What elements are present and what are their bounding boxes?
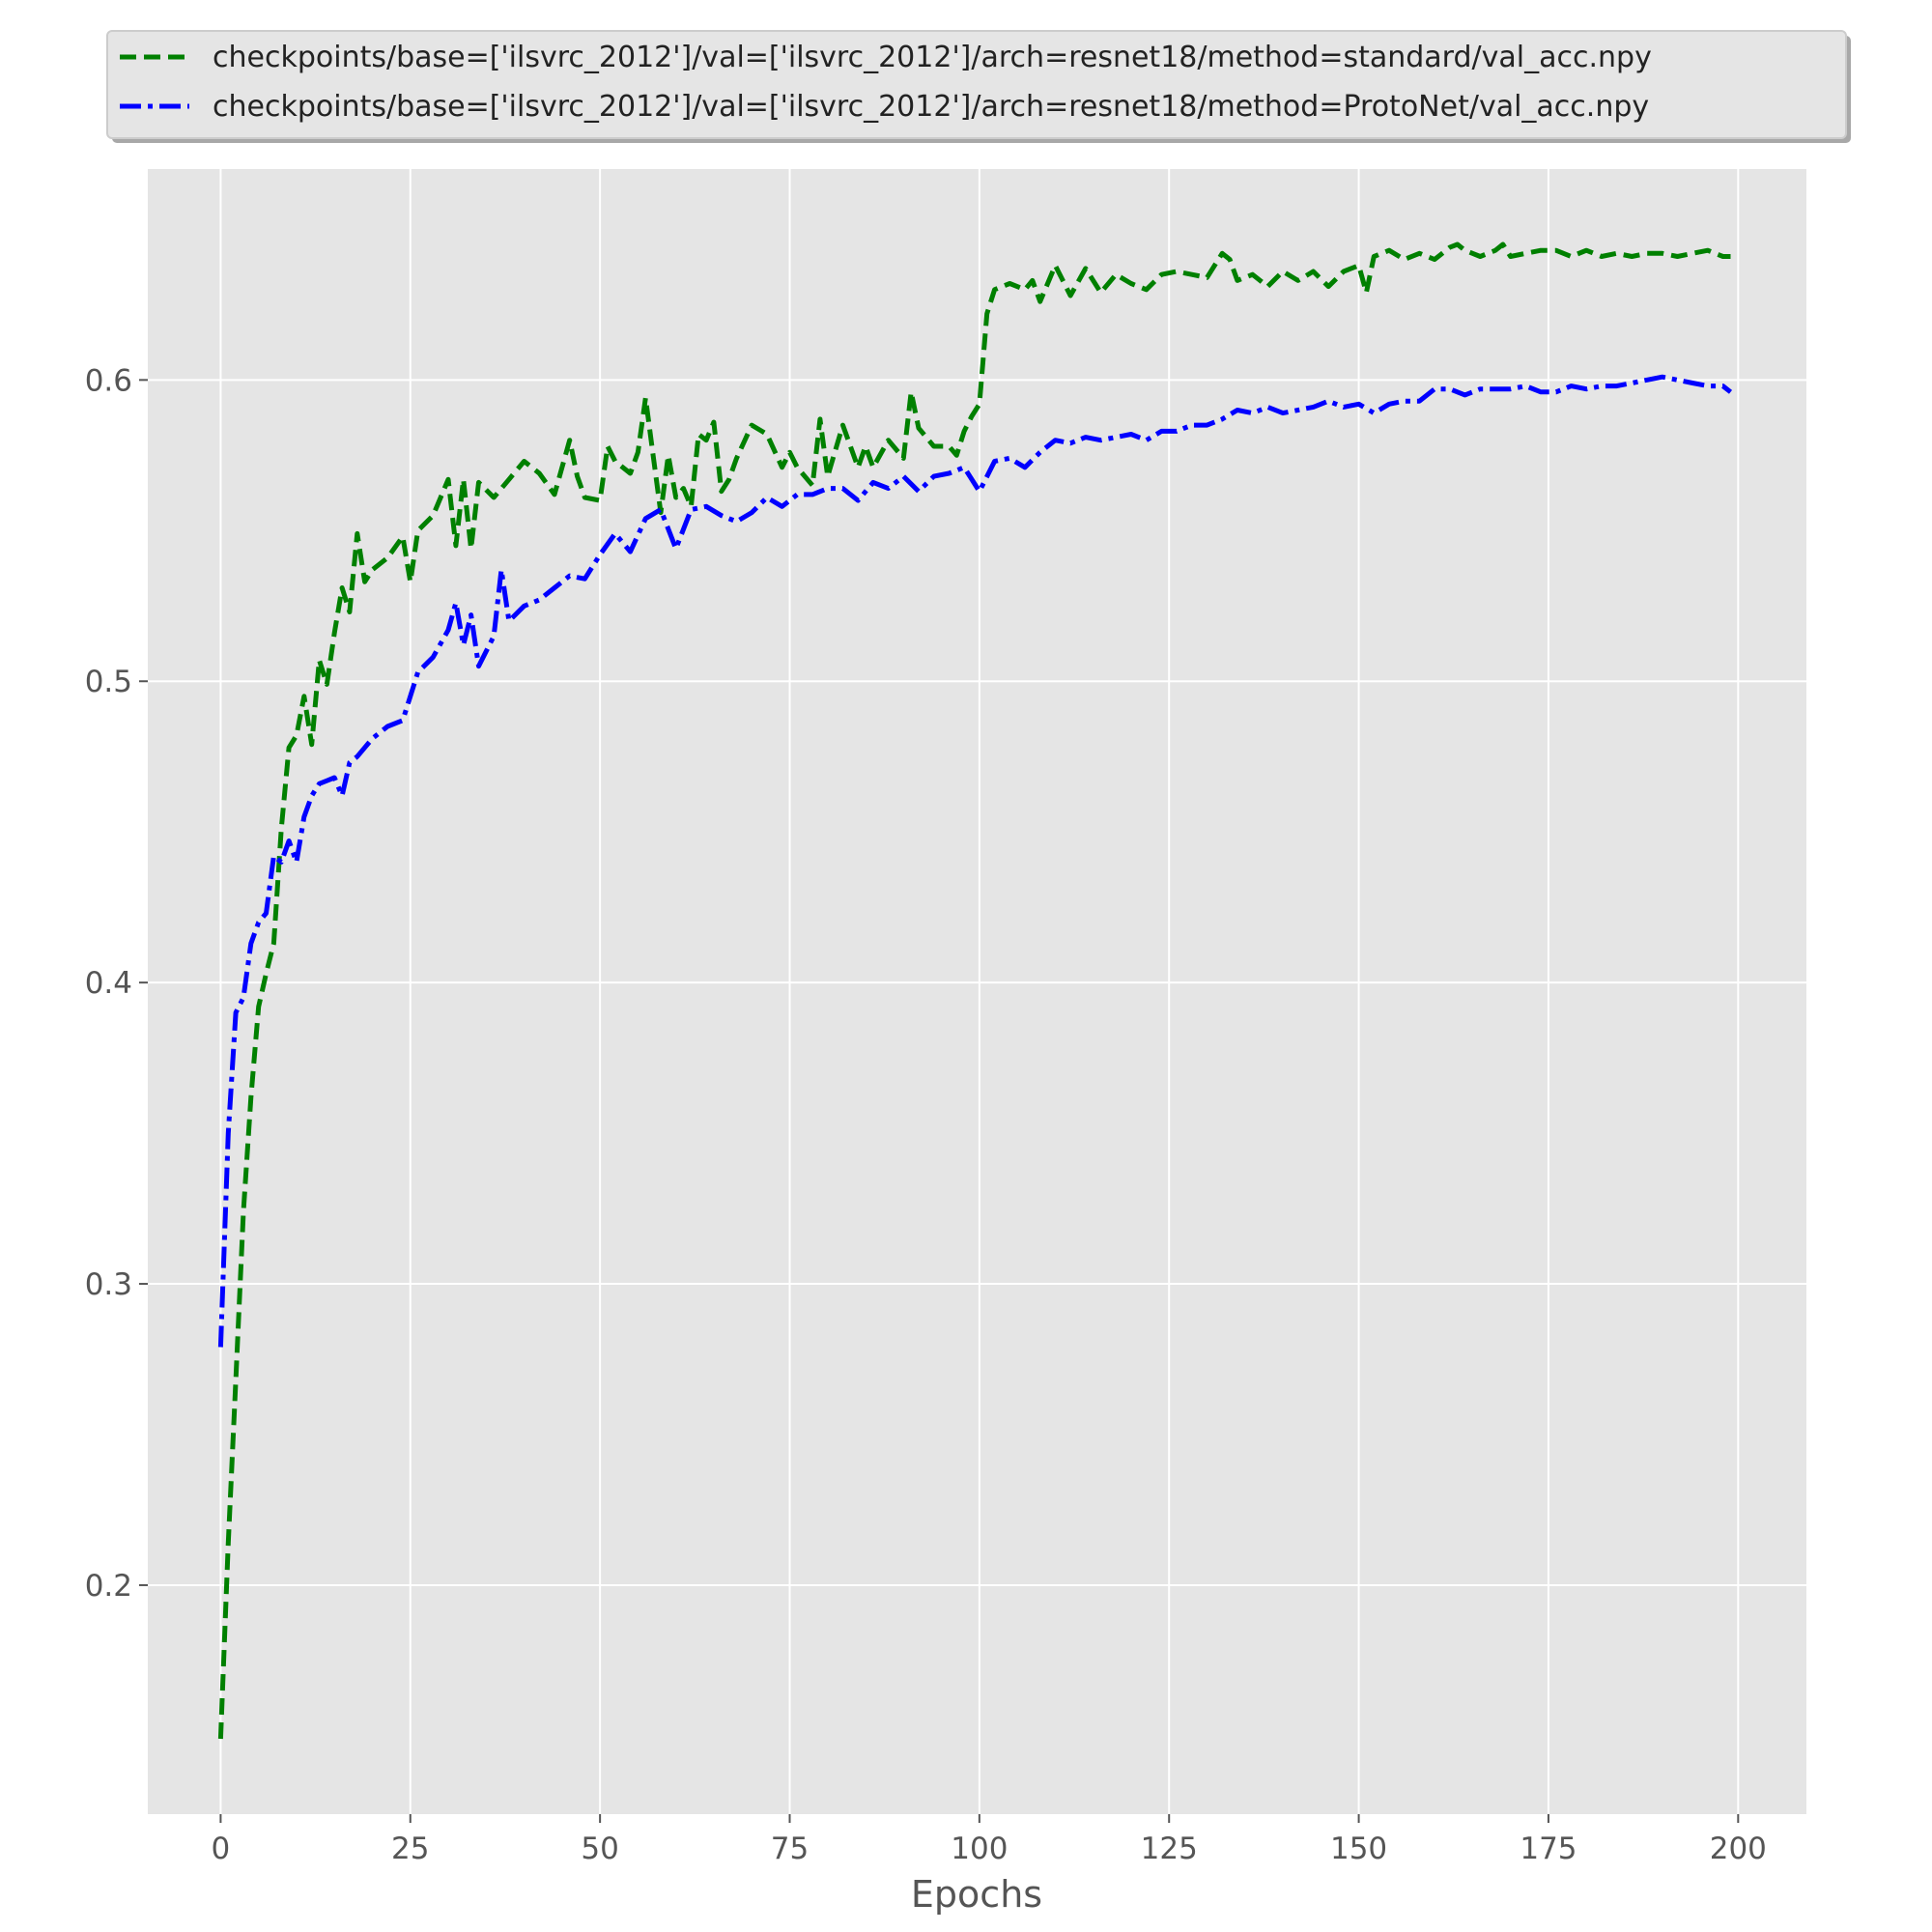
plot-area (148, 169, 1806, 1814)
x-tick-label: 75 (771, 1832, 809, 1866)
legend-box (106, 30, 1847, 139)
y-tick-label: 0.3 (85, 1267, 132, 1302)
series-line-protonet (217, 374, 1733, 1348)
y-axis-ticks: 0.2 0.3 0.4 0.5 0.6 (85, 363, 148, 1604)
x-tick-label: 150 (1330, 1832, 1387, 1866)
grid-lines (148, 169, 1806, 1814)
x-axis-ticks: 0 25 50 75 100 125 150 175 200 (212, 1814, 1767, 1866)
series-line-standard (217, 242, 1731, 1740)
y-tick-label: 0.2 (85, 1569, 132, 1604)
legend: checkpoints/base=['ilsvrc_2012']/val=['i… (106, 30, 1851, 143)
x-tick-label: 25 (391, 1832, 429, 1866)
x-tick-label: 0 (212, 1832, 231, 1866)
x-tick-label: 100 (951, 1832, 1008, 1866)
x-tick-label: 200 (1710, 1832, 1767, 1866)
x-tick-label: 125 (1141, 1832, 1198, 1866)
x-tick-label: 175 (1520, 1832, 1577, 1866)
legend-label-standard: checkpoints/base=['ilsvrc_2012']/val=['i… (213, 41, 1652, 74)
x-tick-label: 50 (581, 1832, 618, 1866)
y-tick-label: 0.6 (85, 363, 132, 398)
y-tick-label: 0.4 (85, 966, 132, 1001)
legend-label-protonet: checkpoints/base=['ilsvrc_2012']/val=['i… (213, 90, 1649, 124)
x-axis-label: Epochs (911, 1873, 1042, 1916)
series-layer (217, 242, 1733, 1740)
y-tick-label: 0.5 (85, 665, 132, 699)
